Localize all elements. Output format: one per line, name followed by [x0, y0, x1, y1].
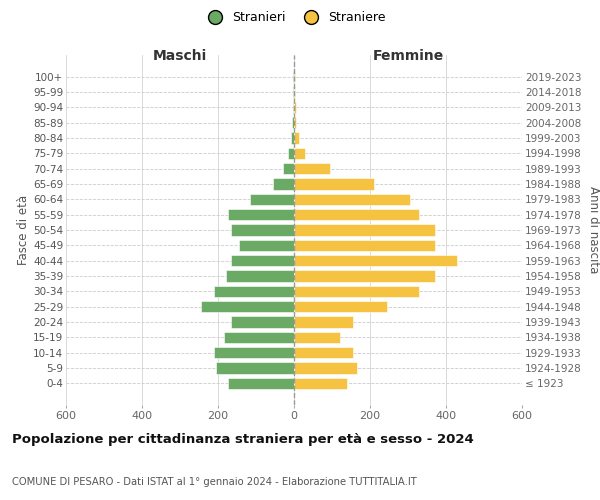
Bar	[294, 255, 457, 266]
Bar	[293, 71, 294, 83]
Bar	[227, 209, 294, 220]
Bar	[293, 86, 294, 98]
Bar	[294, 224, 434, 236]
Bar	[294, 71, 295, 83]
Bar	[214, 286, 294, 297]
Bar	[294, 240, 434, 251]
Bar	[292, 117, 294, 128]
Bar	[291, 132, 294, 143]
Bar	[294, 163, 330, 174]
Bar	[293, 102, 294, 113]
Bar	[294, 270, 434, 282]
Bar	[226, 270, 294, 282]
Text: Popolazione per cittadinanza straniera per età e sesso - 2024: Popolazione per cittadinanza straniera p…	[12, 432, 474, 446]
Bar	[294, 102, 296, 113]
Bar	[294, 362, 356, 374]
Bar	[232, 224, 294, 236]
Text: COMUNE DI PESARO - Dati ISTAT al 1° gennaio 2024 - Elaborazione TUTTITALIA.IT: COMUNE DI PESARO - Dati ISTAT al 1° genn…	[12, 477, 417, 487]
Bar	[273, 178, 294, 190]
Legend: Stranieri, Straniere: Stranieri, Straniere	[197, 6, 391, 29]
Bar	[214, 347, 294, 358]
Bar	[294, 178, 374, 190]
Bar	[201, 301, 294, 312]
Bar	[294, 209, 419, 220]
Bar	[294, 347, 353, 358]
Bar	[232, 316, 294, 328]
Bar	[294, 378, 347, 389]
Bar	[294, 332, 340, 343]
Bar	[294, 301, 387, 312]
Bar	[294, 148, 305, 159]
Bar	[239, 240, 294, 251]
Bar	[289, 148, 294, 159]
Bar	[294, 117, 296, 128]
Y-axis label: Anni di nascita: Anni di nascita	[587, 186, 600, 274]
Bar	[294, 86, 295, 98]
Text: Femmine: Femmine	[373, 49, 443, 63]
Bar	[294, 316, 353, 328]
Bar	[294, 286, 419, 297]
Bar	[250, 194, 294, 205]
Bar	[232, 255, 294, 266]
Bar	[224, 332, 294, 343]
Text: Maschi: Maschi	[153, 49, 207, 63]
Bar	[283, 163, 294, 174]
Bar	[294, 194, 410, 205]
Bar	[294, 132, 299, 143]
Bar	[227, 378, 294, 389]
Bar	[216, 362, 294, 374]
Y-axis label: Fasce di età: Fasce di età	[17, 195, 30, 265]
